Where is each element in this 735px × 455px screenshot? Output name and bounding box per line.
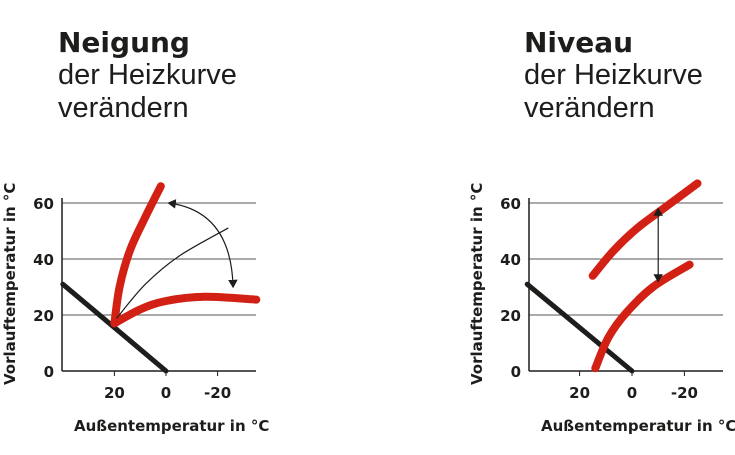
upper-curve — [588, 179, 702, 280]
y-tick-label: 60 — [500, 195, 521, 213]
y-tick-label: 0 — [511, 363, 521, 381]
x-tick-label: -20 — [204, 384, 231, 402]
x-tick-label: 20 — [569, 384, 590, 402]
subtitle: verändern — [58, 92, 189, 124]
panel-title-right: Niveau der Heizkurve verändern — [524, 26, 703, 125]
subtitle: verändern — [524, 92, 655, 124]
x-tick-label: -20 — [671, 384, 698, 402]
y-tick-label: 0 — [44, 363, 54, 381]
x-tick-label: 20 — [104, 384, 125, 402]
y-tick-label: 20 — [500, 307, 521, 325]
title: Niveau — [524, 26, 634, 59]
x-tick-label: 0 — [627, 384, 637, 402]
y-axis-label: Vorlauftemperatur in °C — [468, 183, 486, 385]
y-tick-label: 60 — [33, 195, 54, 213]
panel-title-left: Neigung der Heizkurve verändern — [58, 26, 237, 125]
y-tick-label: 40 — [500, 251, 521, 269]
subtitle: der Heizkurve — [524, 59, 703, 91]
y-tick-label: 20 — [33, 307, 54, 325]
title: Neigung — [58, 26, 190, 59]
room-line — [60, 281, 169, 374]
x-axis-label: Außentemperatur in °C — [541, 417, 735, 435]
steep-curve — [110, 182, 165, 328]
subtitle: der Heizkurve — [58, 59, 237, 91]
flat-curve — [110, 292, 261, 328]
x-axis-label: Außentemperatur in °C — [74, 417, 269, 435]
x-tick-label: 0 — [161, 384, 171, 402]
y-axis-label: Vorlauftemperatur in °C — [1, 183, 19, 385]
lower-curve — [591, 260, 694, 373]
y-tick-label: 40 — [33, 251, 54, 269]
room-line — [524, 281, 635, 374]
double-arrow — [167, 199, 238, 289]
